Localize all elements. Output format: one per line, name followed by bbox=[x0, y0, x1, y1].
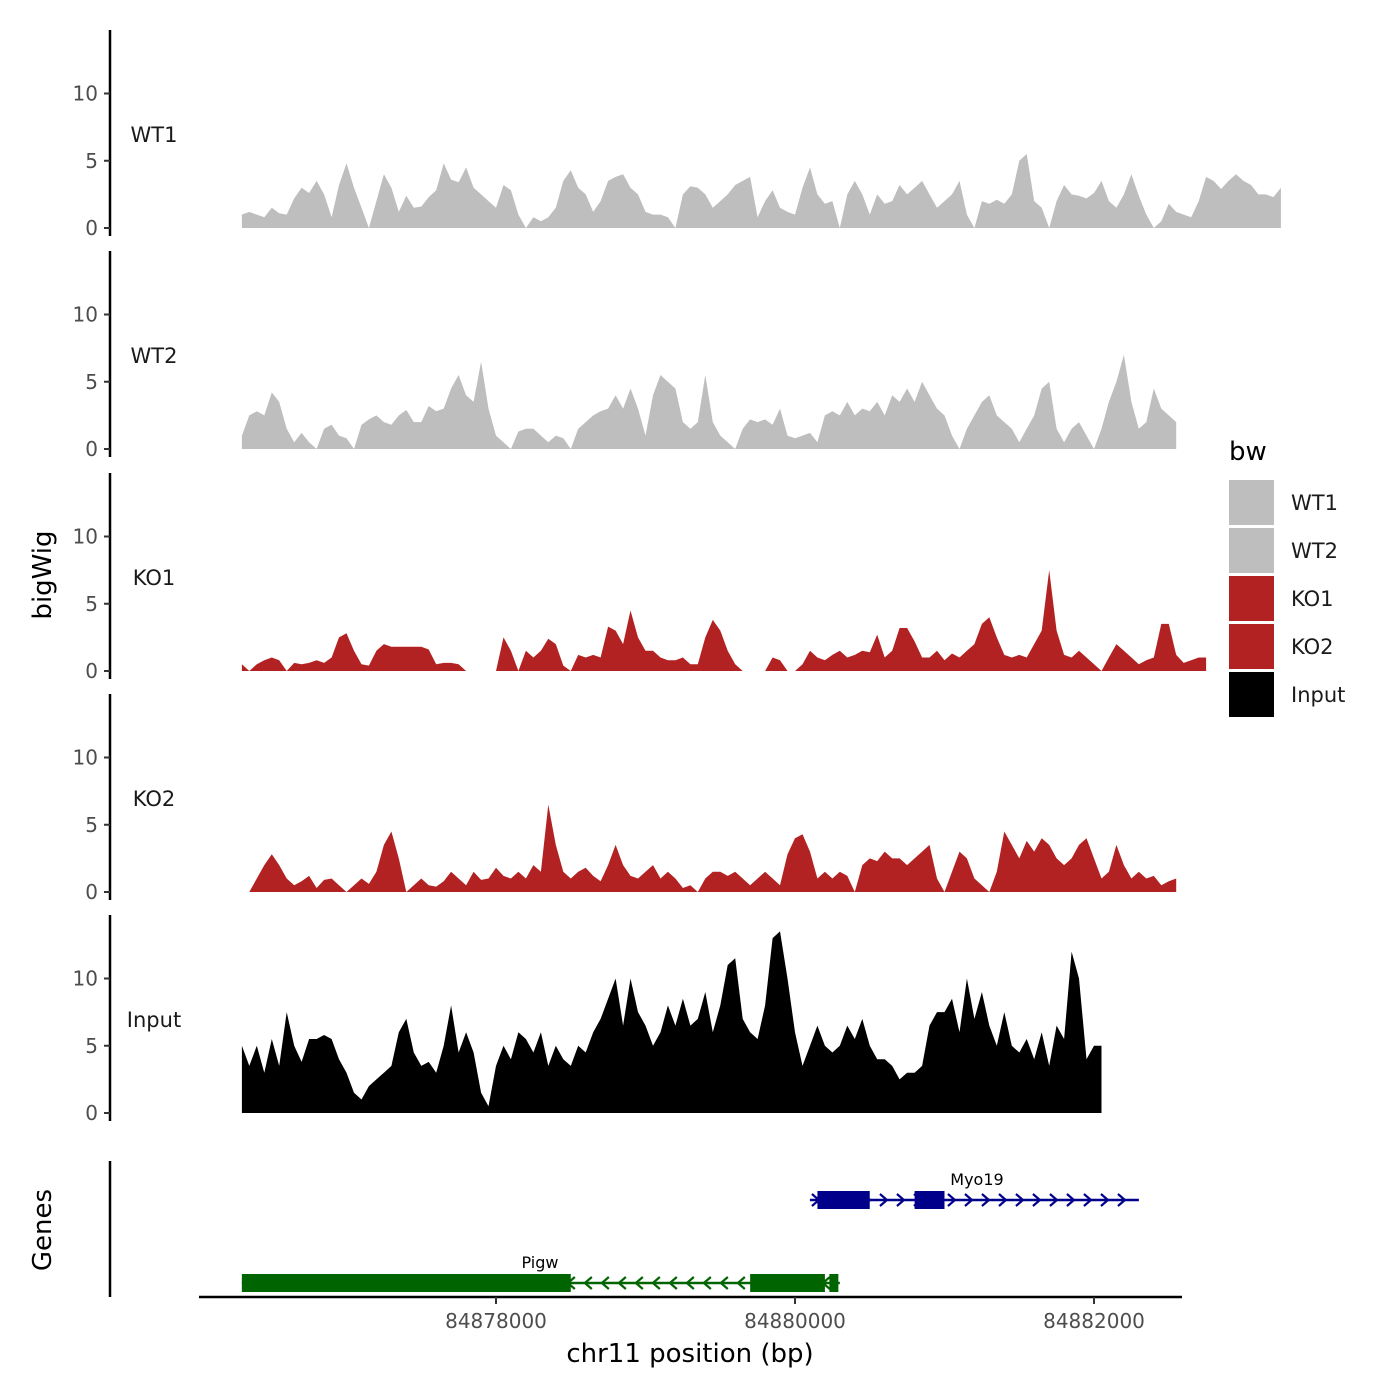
x-tick-label: 84882000 bbox=[1043, 1309, 1145, 1333]
legend-item-input: Input bbox=[1229, 672, 1345, 717]
legend-swatch bbox=[1229, 672, 1274, 717]
y-tick-label: 10 bbox=[73, 525, 98, 549]
track-label-wt2: WT2 bbox=[131, 344, 178, 368]
strand-arrow bbox=[634, 1276, 644, 1290]
x-axis-title: chr11 position (bp) bbox=[566, 1339, 813, 1369]
legend-swatch bbox=[1229, 480, 1274, 525]
legend-label: KO1 bbox=[1291, 587, 1334, 611]
track-label-ko1: KO1 bbox=[133, 566, 176, 590]
legend-item-ko1: KO1 bbox=[1229, 576, 1334, 621]
y-tick-label: 5 bbox=[85, 149, 98, 173]
strand-arrow bbox=[1100, 1193, 1110, 1207]
strand-arrow bbox=[1117, 1193, 1127, 1207]
track-ko2: 0 5 10 KO2 bbox=[73, 694, 1177, 904]
coverage-area-input bbox=[241, 931, 1102, 1113]
x-tick-label: 84880000 bbox=[744, 1309, 846, 1333]
strand-arrow bbox=[964, 1193, 974, 1207]
legend-label: Input bbox=[1291, 683, 1345, 707]
y-tick-label: 5 bbox=[85, 1034, 98, 1058]
coverage-area-wt1 bbox=[241, 154, 1281, 228]
tracks-layer: 0 5 10 WT1 0 5 10 WT2 0 5 10 KO1 0 5 10 KO2 0 5 10 Input bbox=[73, 30, 1281, 1125]
gene-label: Pigw bbox=[522, 1253, 559, 1272]
strand-arrow bbox=[600, 1276, 610, 1290]
track-wt1: 0 5 10 WT1 bbox=[73, 30, 1281, 240]
gene-myo19: Myo19 bbox=[809, 1170, 1139, 1209]
y-tick-label: 5 bbox=[85, 370, 98, 394]
track-ko1: 0 5 10 KO1 bbox=[73, 473, 1207, 683]
x-axis: 84878000 84880000 84882000 bbox=[199, 1295, 1182, 1333]
legend-label: WT2 bbox=[1291, 539, 1338, 563]
y-tick-label: 10 bbox=[73, 967, 98, 991]
track-input: 0 5 10 Input bbox=[73, 915, 1102, 1125]
legend-item-wt1: WT1 bbox=[1229, 480, 1338, 525]
strand-arrow bbox=[1083, 1193, 1093, 1207]
track-label-input: Input bbox=[127, 1008, 181, 1032]
y-tick-label: 10 bbox=[73, 303, 98, 327]
gene-exon bbox=[914, 1191, 945, 1209]
strand-arrow bbox=[719, 1276, 729, 1290]
legend-label: KO2 bbox=[1291, 635, 1334, 659]
legend-title: bw bbox=[1229, 437, 1267, 467]
legend-swatch bbox=[1229, 624, 1274, 669]
genes-axis-title: Genes bbox=[28, 1189, 58, 1271]
gene-exon bbox=[817, 1191, 870, 1209]
coverage-area-ko1 bbox=[241, 570, 1207, 671]
strand-arrow bbox=[583, 1276, 593, 1290]
strand-arrow bbox=[1015, 1193, 1025, 1207]
strand-arrow bbox=[617, 1276, 627, 1290]
legend-item-wt2: WT2 bbox=[1229, 528, 1338, 573]
x-tick-label: 84878000 bbox=[445, 1309, 547, 1333]
legend: bw WT1 WT2 KO1 KO2 Input bbox=[1229, 437, 1345, 717]
track-label-wt1: WT1 bbox=[131, 123, 178, 147]
gene-exon bbox=[241, 1274, 571, 1292]
y-tick-label: 5 bbox=[85, 592, 98, 616]
gene-exon bbox=[750, 1274, 825, 1292]
track-wt2: 0 5 10 WT2 bbox=[73, 251, 1177, 461]
legend-swatch bbox=[1229, 528, 1274, 573]
y-tick-label: 10 bbox=[73, 82, 98, 106]
gene-label: Myo19 bbox=[950, 1170, 1003, 1189]
track-label-ko2: KO2 bbox=[133, 787, 176, 811]
strand-arrow bbox=[879, 1193, 889, 1207]
strand-arrow bbox=[736, 1276, 746, 1290]
y-tick-label: 10 bbox=[73, 746, 98, 770]
strand-arrow bbox=[1049, 1193, 1059, 1207]
y-tick-label: 0 bbox=[85, 216, 98, 240]
legend-label: WT1 bbox=[1291, 491, 1338, 515]
y-tick-label: 0 bbox=[85, 659, 98, 683]
strand-arrow bbox=[947, 1193, 957, 1207]
y-axis-title: bigWig bbox=[28, 530, 58, 619]
strand-arrow bbox=[896, 1193, 906, 1207]
coverage-area-ko2 bbox=[241, 804, 1177, 892]
strand-arrow bbox=[1032, 1193, 1042, 1207]
coverage-area-wt2 bbox=[241, 354, 1177, 449]
genes-layer: Myo19 Pigw bbox=[108, 1161, 1139, 1297]
strand-arrow bbox=[1066, 1193, 1076, 1207]
y-tick-label: 5 bbox=[85, 813, 98, 837]
y-tick-label: 0 bbox=[85, 437, 98, 461]
strand-arrow bbox=[981, 1193, 991, 1207]
y-tick-label: 0 bbox=[85, 1101, 98, 1125]
strand-arrow bbox=[702, 1276, 712, 1290]
gene-exon bbox=[829, 1274, 839, 1292]
legend-swatch bbox=[1229, 576, 1274, 621]
strand-arrow bbox=[651, 1276, 661, 1290]
gene-pigw: Pigw bbox=[241, 1253, 840, 1292]
y-tick-label: 0 bbox=[85, 880, 98, 904]
strand-arrow bbox=[685, 1276, 695, 1290]
strand-arrow bbox=[998, 1193, 1008, 1207]
legend-item-ko2: KO2 bbox=[1229, 624, 1334, 669]
strand-arrow bbox=[668, 1276, 678, 1290]
